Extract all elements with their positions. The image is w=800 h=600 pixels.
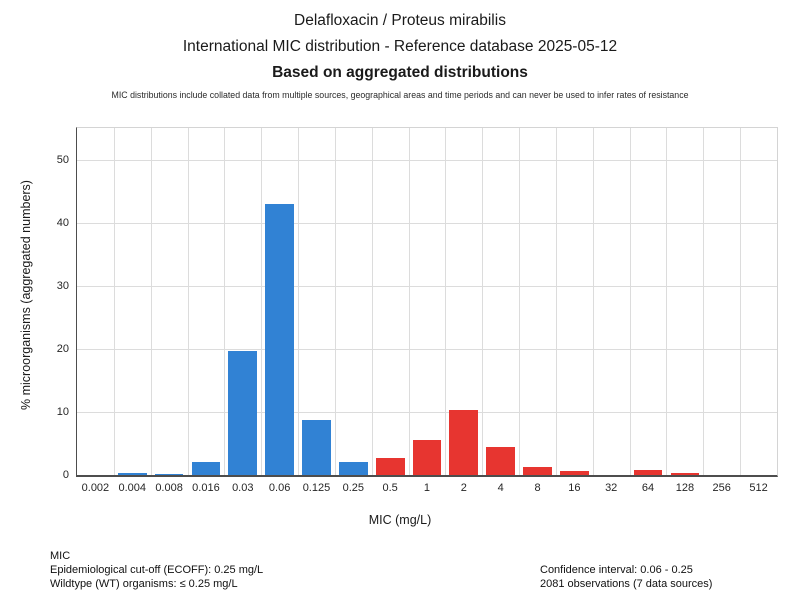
h-gridline — [77, 159, 777, 161]
chart-title: Delafloxacin / Proteus mirabilis — [294, 12, 506, 29]
y-tick-label: 20 — [56, 342, 69, 355]
observations-line: 2081 observations (7 data sources) — [540, 578, 713, 590]
ecoff-info-line: MIC — [50, 550, 71, 562]
bar — [117, 473, 147, 475]
chart-title-block: Delafloxacin / Proteus mirabilis Interna… — [0, 8, 800, 86]
x-tick-label: 0.008 — [155, 482, 183, 494]
v-gridline — [519, 128, 521, 475]
bar — [560, 471, 589, 475]
bar — [302, 420, 331, 475]
v-gridline — [150, 128, 152, 475]
x-tick-label: 64 — [641, 482, 655, 494]
y-tick-label: 50 — [56, 153, 69, 166]
x-tick-label: 8 — [534, 482, 541, 494]
bar — [449, 410, 479, 475]
bar — [338, 462, 368, 475]
chart-subtitle-aggregated: Based on aggregated distributions — [272, 64, 528, 81]
confidence-interval-line: Confidence interval: 0.06 - 0.25 — [540, 564, 693, 576]
v-gridline — [629, 128, 631, 475]
y-tick-label: 0 — [62, 469, 69, 481]
ecoff-info-block: MIC Epidemiological cut-off (ECOFF): 0.2… — [50, 549, 263, 591]
bar — [523, 466, 552, 475]
v-gridline — [740, 128, 742, 475]
x-tick-label: 16 — [568, 482, 581, 494]
x-axis-label: MIC (mg/L) — [368, 513, 432, 527]
y-tick-label: 30 — [56, 279, 69, 292]
ecoff-info-line: Wildtype (WT) organisms: ≤ 0.25 mg/L — [50, 578, 238, 590]
x-tick-label: 1 — [423, 482, 431, 494]
plot-area: 0 10 20 30 40 50 0.002 0.004 0.008 0.016 0.03 0.06 0… — [57, 127, 778, 494]
bar — [486, 446, 516, 475]
x-tick-label: 32 — [605, 482, 618, 494]
x-tick-label: 0.002 — [81, 482, 110, 494]
disclaimer-text: MIC distributions include collated data … — [111, 90, 689, 100]
v-gridline — [482, 128, 484, 475]
x-tick-label: 0.5 — [382, 482, 398, 494]
x-tick-label: 0.25 — [342, 482, 365, 494]
y-tick-label: 40 — [56, 216, 69, 229]
v-gridline — [445, 128, 447, 475]
h-gridline — [77, 222, 777, 224]
bar — [633, 469, 663, 475]
x-tick-label: 512 — [749, 482, 768, 494]
x-tick-label: 128 — [675, 482, 695, 494]
v-gridline — [555, 128, 557, 475]
x-tick-label: 256 — [712, 482, 731, 494]
x-tick-label: 0.016 — [192, 482, 220, 494]
v-gridline — [371, 128, 373, 475]
v-gridline — [298, 128, 300, 475]
v-gridline — [261, 128, 263, 475]
v-gridline — [224, 128, 226, 475]
x-tick-label: 4 — [497, 482, 504, 494]
observations-info-block: Confidence interval: 0.06 - 0.25 2081 ob… — [540, 563, 712, 591]
bar — [375, 457, 405, 475]
y-axis-label: % microorganisms (aggregated numbers) — [19, 180, 33, 410]
h-gridline — [77, 285, 777, 287]
h-gridline — [77, 348, 777, 350]
x-tick-label: 0.06 — [268, 482, 291, 494]
x-tick-label: 0.004 — [118, 482, 146, 494]
bar — [412, 439, 442, 475]
v-gridline — [592, 128, 594, 475]
v-gridline — [113, 128, 115, 475]
bar — [191, 462, 221, 475]
x-tick-label: 0.125 — [302, 482, 331, 494]
bar — [670, 473, 700, 475]
v-gridline — [187, 128, 189, 475]
y-tick-label: 10 — [56, 405, 69, 418]
x-tick-label: 0.03 — [232, 482, 254, 494]
v-gridline — [703, 128, 705, 475]
bar — [265, 204, 294, 475]
bar — [228, 351, 258, 475]
bar — [154, 473, 184, 475]
v-gridline — [666, 128, 668, 475]
x-tick-label: 2 — [460, 482, 467, 494]
v-gridline — [334, 128, 336, 475]
h-gridline — [77, 411, 777, 413]
ecoff-info-line: Epidemiological cut-off (ECOFF): 0.25 mg… — [50, 564, 264, 576]
chart-subtitle: International MIC distribution - Referen… — [182, 38, 618, 55]
v-gridline — [408, 128, 410, 475]
